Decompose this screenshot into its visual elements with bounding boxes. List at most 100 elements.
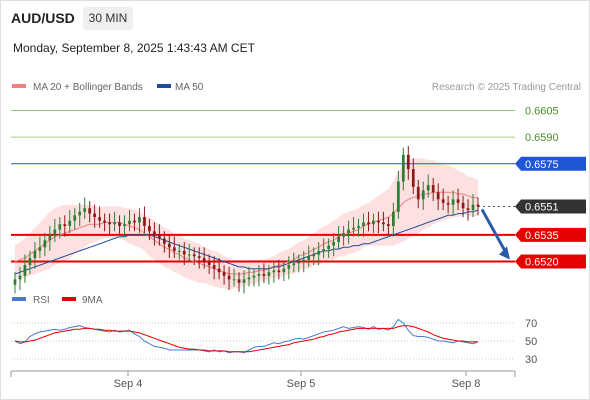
level-label-2: 0.6575 bbox=[525, 159, 559, 171]
candle-body-12 bbox=[73, 215, 77, 221]
candle-body-29 bbox=[158, 234, 161, 239]
forecast-arrow bbox=[480, 208, 510, 260]
candle-body-7 bbox=[48, 234, 52, 241]
candle-body-60 bbox=[312, 254, 316, 257]
level-label-box-5 bbox=[515, 254, 586, 269]
candle-body-88 bbox=[451, 199, 455, 205]
legend-swatch-ma50 bbox=[157, 84, 171, 88]
candle-body-84 bbox=[431, 185, 435, 193]
timestamp: Monday, September 8, 2025 1:43:43 AM CET bbox=[13, 41, 255, 55]
candle-body-69 bbox=[357, 226, 360, 228]
price-levels bbox=[11, 110, 515, 263]
candle-body-9 bbox=[58, 224, 62, 230]
candlesticks bbox=[13, 146, 480, 294]
candle-body-80 bbox=[411, 169, 415, 187]
candle-body-19 bbox=[108, 222, 111, 225]
ma20-line bbox=[14, 191, 478, 275]
candle-body-22 bbox=[123, 224, 126, 226]
candle-body-48 bbox=[252, 275, 256, 278]
candle-body-6 bbox=[43, 240, 47, 248]
rsi-tick-1: 50 bbox=[525, 336, 537, 348]
forecast-arrow-shaft bbox=[480, 208, 509, 256]
candle-body-62 bbox=[322, 249, 326, 251]
bollinger-bands bbox=[15, 158, 478, 290]
legend-swatch-ma20 bbox=[12, 84, 26, 88]
x-ticks: Sep 4 Sep 5 Sep 8 bbox=[114, 371, 481, 390]
candle-body-81 bbox=[416, 186, 420, 200]
candle-body-30 bbox=[162, 238, 166, 244]
candle-body-73 bbox=[377, 220, 380, 223]
candle-body-18 bbox=[103, 220, 106, 223]
level-label-3: 0.6551 bbox=[525, 201, 559, 213]
legend-swatch-rsi bbox=[12, 297, 26, 301]
candle-body-93 bbox=[476, 204, 480, 207]
candle-body-2 bbox=[23, 265, 27, 276]
x-tick-label-0: Sep 4 bbox=[114, 378, 143, 390]
candle-body-45 bbox=[237, 279, 241, 283]
candle-body-10 bbox=[63, 224, 67, 226]
candle-body-31 bbox=[167, 243, 171, 248]
candle-body-85 bbox=[436, 192, 440, 200]
candle-body-65 bbox=[337, 236, 340, 242]
candle-body-4 bbox=[33, 250, 37, 258]
candle-body-57 bbox=[297, 261, 301, 264]
candle-body-55 bbox=[287, 265, 291, 269]
candle-body-92 bbox=[471, 204, 475, 210]
level-label-5: 0.6520 bbox=[525, 257, 559, 269]
candle-body-51 bbox=[267, 272, 271, 276]
moving-averages bbox=[14, 191, 479, 275]
candle-body-53 bbox=[277, 270, 281, 273]
instrument-title: AUD/USD bbox=[11, 10, 75, 26]
rsi-panel: 70 50 30 bbox=[11, 318, 537, 366]
level-label-box-2 bbox=[515, 156, 586, 171]
candle-body-23 bbox=[128, 220, 131, 225]
rsi-tick-2: 30 bbox=[525, 354, 537, 366]
level-label-0: 0.6605 bbox=[525, 105, 559, 117]
rsi-line bbox=[14, 318, 479, 354]
candle-body-75 bbox=[387, 224, 390, 226]
candle-body-32 bbox=[172, 247, 176, 251]
candle-body-25 bbox=[138, 217, 141, 223]
candle-body-72 bbox=[372, 220, 375, 225]
candle-body-50 bbox=[262, 274, 266, 276]
level-label-box-4 bbox=[515, 227, 586, 242]
ma50-line bbox=[14, 209, 479, 275]
bollinger-band-area bbox=[15, 158, 478, 290]
candle-body-68 bbox=[352, 227, 355, 230]
candle-body-8 bbox=[53, 229, 57, 235]
candle-body-64 bbox=[332, 242, 335, 246]
legend-label-rsi-ma: 9MA bbox=[82, 295, 103, 306]
candle-body-16 bbox=[93, 213, 97, 218]
candle-body-35 bbox=[187, 254, 191, 256]
x-tick-label-2: Sep 8 bbox=[452, 378, 481, 390]
candle-body-20 bbox=[113, 222, 116, 225]
timeframe-badge[interactable]: 30 MIN bbox=[83, 7, 133, 30]
credit-text: Research © 2025 Trading Central bbox=[432, 82, 581, 93]
candle-body-13 bbox=[78, 211, 82, 216]
candle-body-38 bbox=[202, 258, 206, 262]
candle-body-39 bbox=[207, 261, 211, 266]
candle-body-14 bbox=[83, 208, 87, 212]
candle-body-27 bbox=[148, 226, 151, 232]
candle-body-74 bbox=[382, 222, 385, 225]
candle-body-91 bbox=[466, 208, 470, 210]
candle-body-46 bbox=[242, 279, 246, 283]
candle-body-77 bbox=[396, 181, 400, 212]
candle-body-42 bbox=[222, 272, 226, 276]
candle-body-58 bbox=[302, 259, 306, 262]
candle-body-59 bbox=[307, 256, 311, 260]
candle-body-52 bbox=[272, 270, 276, 273]
candle-body-82 bbox=[421, 190, 425, 200]
candle-body-44 bbox=[232, 279, 236, 281]
candle-body-37 bbox=[197, 256, 201, 258]
candle-body-56 bbox=[292, 263, 296, 266]
candle-body-15 bbox=[88, 208, 92, 214]
candle-body-87 bbox=[446, 202, 450, 205]
candle-body-79 bbox=[406, 154, 410, 170]
legend-label-ma50: MA 50 bbox=[175, 82, 204, 93]
level-label-4: 0.6535 bbox=[525, 230, 559, 242]
candle-body-86 bbox=[441, 199, 445, 203]
candle-body-43 bbox=[227, 275, 231, 280]
candle-body-78 bbox=[401, 154, 405, 182]
candle-body-0 bbox=[13, 279, 17, 285]
